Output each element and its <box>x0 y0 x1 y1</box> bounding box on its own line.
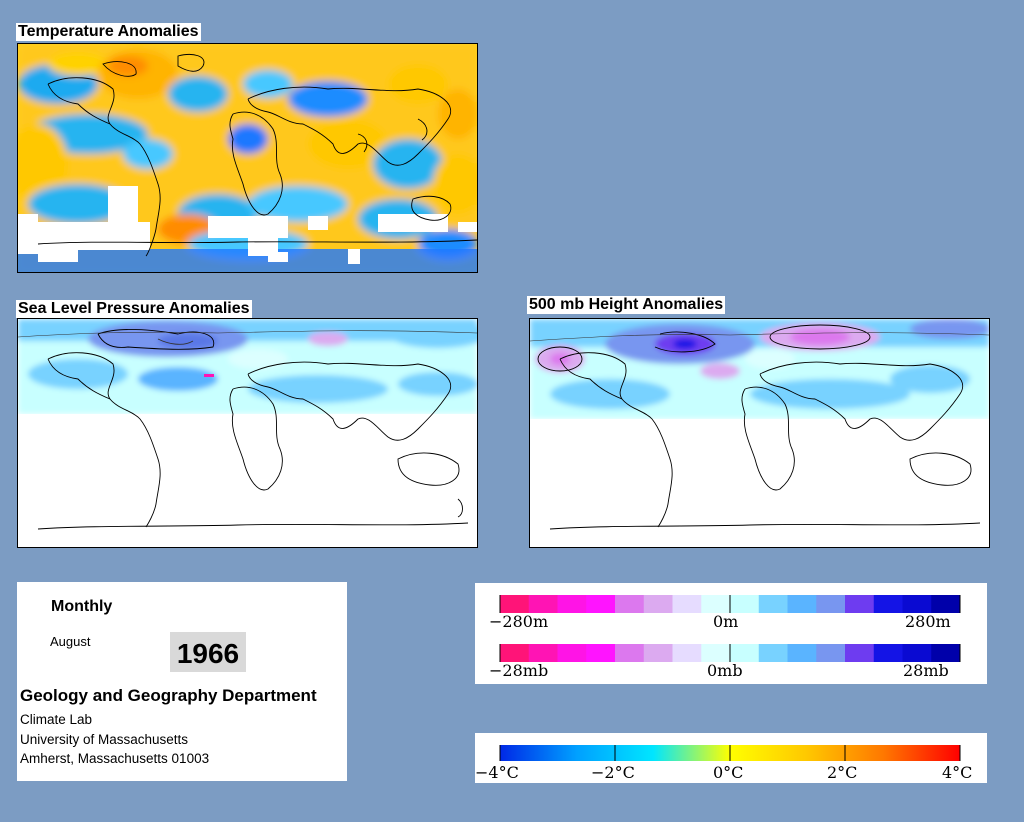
sea-level-pressure-anomaly-map <box>17 318 478 548</box>
height-legend-swatch <box>615 595 645 613</box>
pressure-legend-max-label: 28mb <box>903 661 949 680</box>
pressure-legend-swatch <box>615 644 645 662</box>
pressure-legend-swatch <box>528 644 558 662</box>
height-legend-swatch <box>758 595 788 613</box>
year-display: 1966 <box>170 632 246 672</box>
pressure-legend-swatch <box>845 644 875 662</box>
pressure-legend-swatch <box>873 644 903 662</box>
height-legend-swatch <box>931 595 961 613</box>
pressure-legend-swatch <box>701 644 731 662</box>
height-legend-swatch <box>500 595 530 613</box>
info-panel: Monthly August 1966 Geology and Geograph… <box>17 582 347 781</box>
temp-legend-label-0: 0°C <box>713 763 743 782</box>
pressure-legend-swatch <box>931 644 961 662</box>
pressure-legend-swatch <box>500 644 530 662</box>
height-500mb-anomalies-title: 500 mb Height Anomalies <box>527 296 726 314</box>
pressure-legend-swatch <box>816 644 846 662</box>
lab-name: Climate Lab <box>20 712 93 727</box>
height-legend-swatch <box>902 595 932 613</box>
period-label: Monthly <box>51 598 113 615</box>
university-name: University of Massachusetts <box>20 732 189 747</box>
pressure-legend-swatch <box>730 644 760 662</box>
temp-legend-label-minus2: −2°C <box>591 763 635 782</box>
height-legend-swatch <box>730 595 760 613</box>
pressure-legend-swatch <box>672 644 702 662</box>
sea-level-pressure-anomalies-title: Sea Level Pressure Anomalies <box>16 300 252 318</box>
height-legend-min-label: −280m <box>489 612 548 631</box>
height-legend-zero-label: 0m <box>713 612 738 631</box>
height-colorbar <box>499 595 961 613</box>
temperature-legend: −4°C −2°C 0°C 2°C 4°C <box>475 733 987 783</box>
height-legend-max-label: 280m <box>905 612 951 631</box>
month-label: August <box>50 634 91 649</box>
temperature-anomalies-title: Temperature Anomalies <box>16 23 201 41</box>
height-legend-swatch <box>557 595 587 613</box>
temperature-anomaly-map <box>17 43 478 273</box>
pressure-legend-min-label: −28mb <box>489 661 548 680</box>
height-legend-swatch <box>845 595 875 613</box>
address: Amherst, Massachusetts 01003 <box>20 751 210 766</box>
height-500mb-anomaly-map <box>529 318 990 548</box>
height-legend-swatch <box>528 595 558 613</box>
height-legend-swatch <box>643 595 673 613</box>
department-name: Geology and Geography Department <box>20 686 317 705</box>
pressure-legend-swatch <box>557 644 587 662</box>
temp-legend-label-4: 4°C <box>942 763 972 782</box>
height-legend-swatch <box>873 595 903 613</box>
temp-legend-label-minus4: −4°C <box>475 763 519 782</box>
pressure-legend-swatch <box>902 644 932 662</box>
height-pressure-legend: −280m 0m 280m −28mb 0mb 28mb <box>475 583 987 684</box>
height-legend-swatch <box>586 595 616 613</box>
height-legend-swatch <box>816 595 846 613</box>
height-legend-swatch <box>701 595 731 613</box>
height-legend-swatch <box>672 595 702 613</box>
pressure-legend-swatch <box>787 644 817 662</box>
pressure-colorbar <box>499 644 961 662</box>
pressure-legend-swatch <box>586 644 616 662</box>
pressure-legend-swatch <box>758 644 788 662</box>
temp-legend-label-2: 2°C <box>827 763 857 782</box>
pressure-legend-zero-label: 0mb <box>707 661 743 680</box>
height-legend-swatch <box>787 595 817 613</box>
pressure-legend-swatch <box>643 644 673 662</box>
